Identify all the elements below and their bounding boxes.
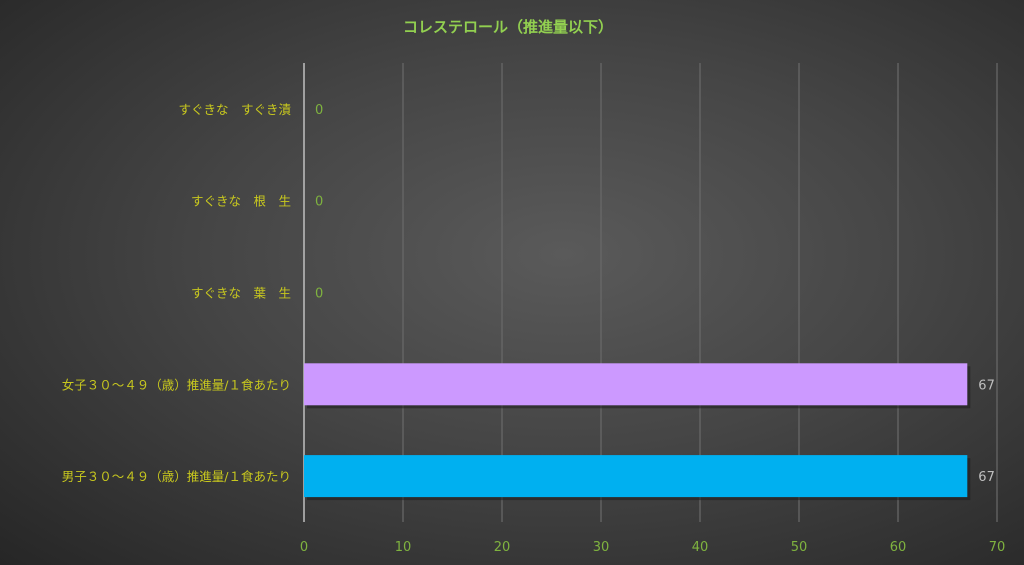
data-label: 0 bbox=[315, 287, 323, 302]
x-tick-label: 40 bbox=[692, 540, 709, 555]
data-label: 0 bbox=[315, 103, 323, 118]
x-tick-label: 10 bbox=[395, 540, 412, 555]
x-tick-label: 60 bbox=[890, 540, 907, 555]
x-tick-label: 50 bbox=[791, 540, 808, 555]
data-label: 0 bbox=[315, 195, 323, 210]
data-label: 67 bbox=[978, 378, 995, 393]
data-label: 67 bbox=[978, 470, 995, 485]
chart-title: コレステロール（推進量以下） bbox=[403, 18, 613, 36]
category-label: すぐきな 根 生 bbox=[191, 194, 291, 209]
category-label: すぐきな すぐき漬 bbox=[178, 102, 291, 117]
category-label: すぐきな 葉 生 bbox=[191, 286, 291, 301]
x-tick-label: 70 bbox=[989, 540, 1006, 555]
bar bbox=[304, 363, 968, 406]
x-tick-label: 0 bbox=[300, 540, 308, 555]
category-label: 女子３０～４９（歳）推進量/１食あたり bbox=[62, 377, 291, 392]
x-tick-label: 30 bbox=[593, 540, 610, 555]
bar bbox=[304, 455, 968, 498]
x-tick-label: 20 bbox=[494, 540, 511, 555]
category-label: 男子３０～４９（歳）推進量/１食あたり bbox=[62, 469, 291, 484]
